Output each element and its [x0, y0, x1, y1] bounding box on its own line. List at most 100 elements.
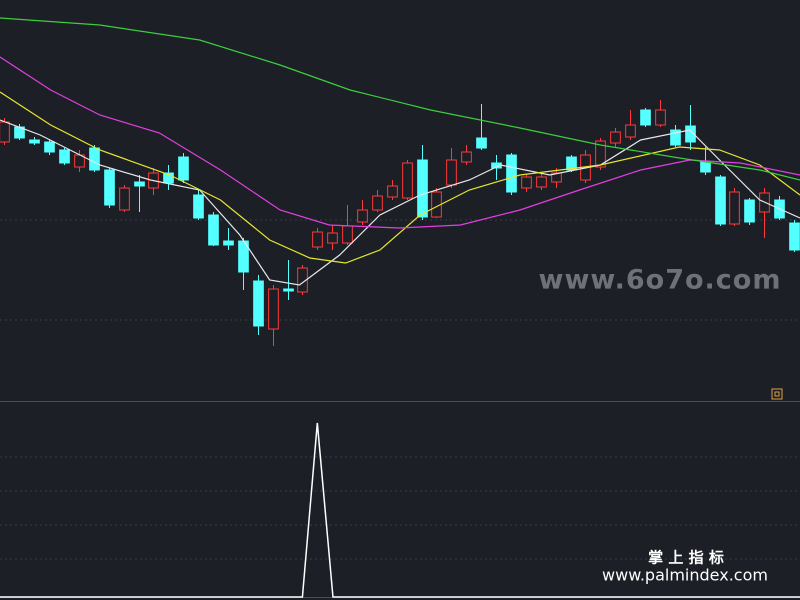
icon-frame[interactable] — [771, 388, 783, 400]
candle — [431, 188, 442, 218]
candle-body — [729, 191, 740, 225]
candle — [29, 137, 40, 145]
candle — [312, 228, 323, 250]
candle-body — [551, 172, 562, 183]
candle — [372, 190, 383, 212]
candle — [357, 200, 368, 225]
candle — [744, 198, 755, 225]
price-panel — [0, 17, 800, 346]
candle-body — [506, 154, 517, 193]
candle — [625, 110, 636, 140]
candle-body — [104, 169, 115, 206]
candle — [208, 212, 219, 246]
grid — [0, 219, 800, 560]
candle — [223, 228, 234, 250]
candle — [521, 175, 532, 192]
candle — [193, 190, 204, 220]
footer-title: 掌 上 指 标 — [648, 549, 724, 567]
candle-body — [208, 214, 219, 246]
candle-body — [744, 199, 755, 223]
candle — [536, 172, 547, 190]
candle — [283, 260, 294, 300]
candle — [685, 105, 696, 150]
candle-body — [134, 181, 145, 187]
candle — [417, 145, 428, 220]
candle-body — [119, 187, 130, 211]
candle-body — [595, 140, 606, 168]
candle — [163, 165, 174, 190]
candle — [506, 153, 517, 195]
candle-body — [655, 109, 666, 126]
candle-body — [178, 156, 189, 181]
candle-body — [625, 124, 636, 138]
candle — [297, 265, 308, 295]
candle — [44, 140, 55, 155]
watermark: www.6o7o.com — [539, 265, 782, 296]
candle — [402, 160, 413, 200]
candle — [774, 196, 785, 220]
candle — [89, 145, 100, 172]
candle-body — [268, 288, 279, 330]
footer-url: www.palmindex.com — [602, 566, 768, 585]
candle-body — [476, 137, 487, 149]
candle — [268, 285, 279, 346]
candle-body — [789, 222, 800, 251]
candle-body — [670, 129, 681, 146]
icon-inner[interactable] — [774, 391, 780, 397]
candle-body — [29, 139, 40, 144]
candle — [715, 175, 726, 226]
candle-body — [0, 121, 10, 143]
indicator-panel — [0, 422, 800, 598]
moving-average-line — [0, 56, 800, 229]
candle-body — [89, 147, 100, 171]
candle-body — [297, 267, 308, 293]
candle-body — [536, 176, 547, 188]
candle-body — [700, 161, 711, 173]
candle-body — [461, 151, 472, 163]
candle-body — [59, 149, 70, 164]
candle-body — [387, 185, 398, 198]
candle — [104, 168, 115, 208]
candle-body — [417, 159, 428, 218]
candle — [655, 100, 666, 127]
moving-average-line — [0, 17, 800, 181]
candle-body — [521, 176, 532, 189]
moving-average-line — [0, 91, 800, 264]
candle-body — [685, 125, 696, 143]
candle-body — [566, 156, 577, 171]
panel-icon[interactable] — [771, 388, 783, 400]
candle — [610, 128, 621, 148]
candle-body — [327, 232, 338, 244]
candle — [476, 104, 487, 150]
candle-body — [610, 131, 621, 144]
candle-body — [312, 231, 323, 248]
candle — [729, 188, 740, 226]
candle-body — [402, 162, 413, 199]
candle — [551, 168, 562, 188]
candle-body — [342, 225, 353, 244]
indicator-line — [0, 422, 800, 598]
candle-body — [372, 195, 383, 211]
candle — [640, 108, 651, 127]
candle — [327, 225, 338, 250]
candle — [178, 153, 189, 183]
candle — [134, 175, 145, 212]
candle — [119, 185, 130, 212]
candle-body — [446, 159, 457, 186]
candle-body — [283, 288, 294, 292]
candle-body — [253, 280, 264, 327]
candle-body — [357, 209, 368, 223]
candle-body — [193, 194, 204, 219]
candle — [461, 145, 472, 165]
candle-body — [715, 176, 726, 225]
candle — [59, 148, 70, 165]
candle — [789, 220, 800, 252]
candle — [387, 180, 398, 200]
candle-body — [44, 141, 55, 153]
candle-body — [223, 240, 234, 246]
candle-body — [640, 109, 651, 126]
candle — [670, 125, 681, 147]
candle — [253, 275, 264, 335]
